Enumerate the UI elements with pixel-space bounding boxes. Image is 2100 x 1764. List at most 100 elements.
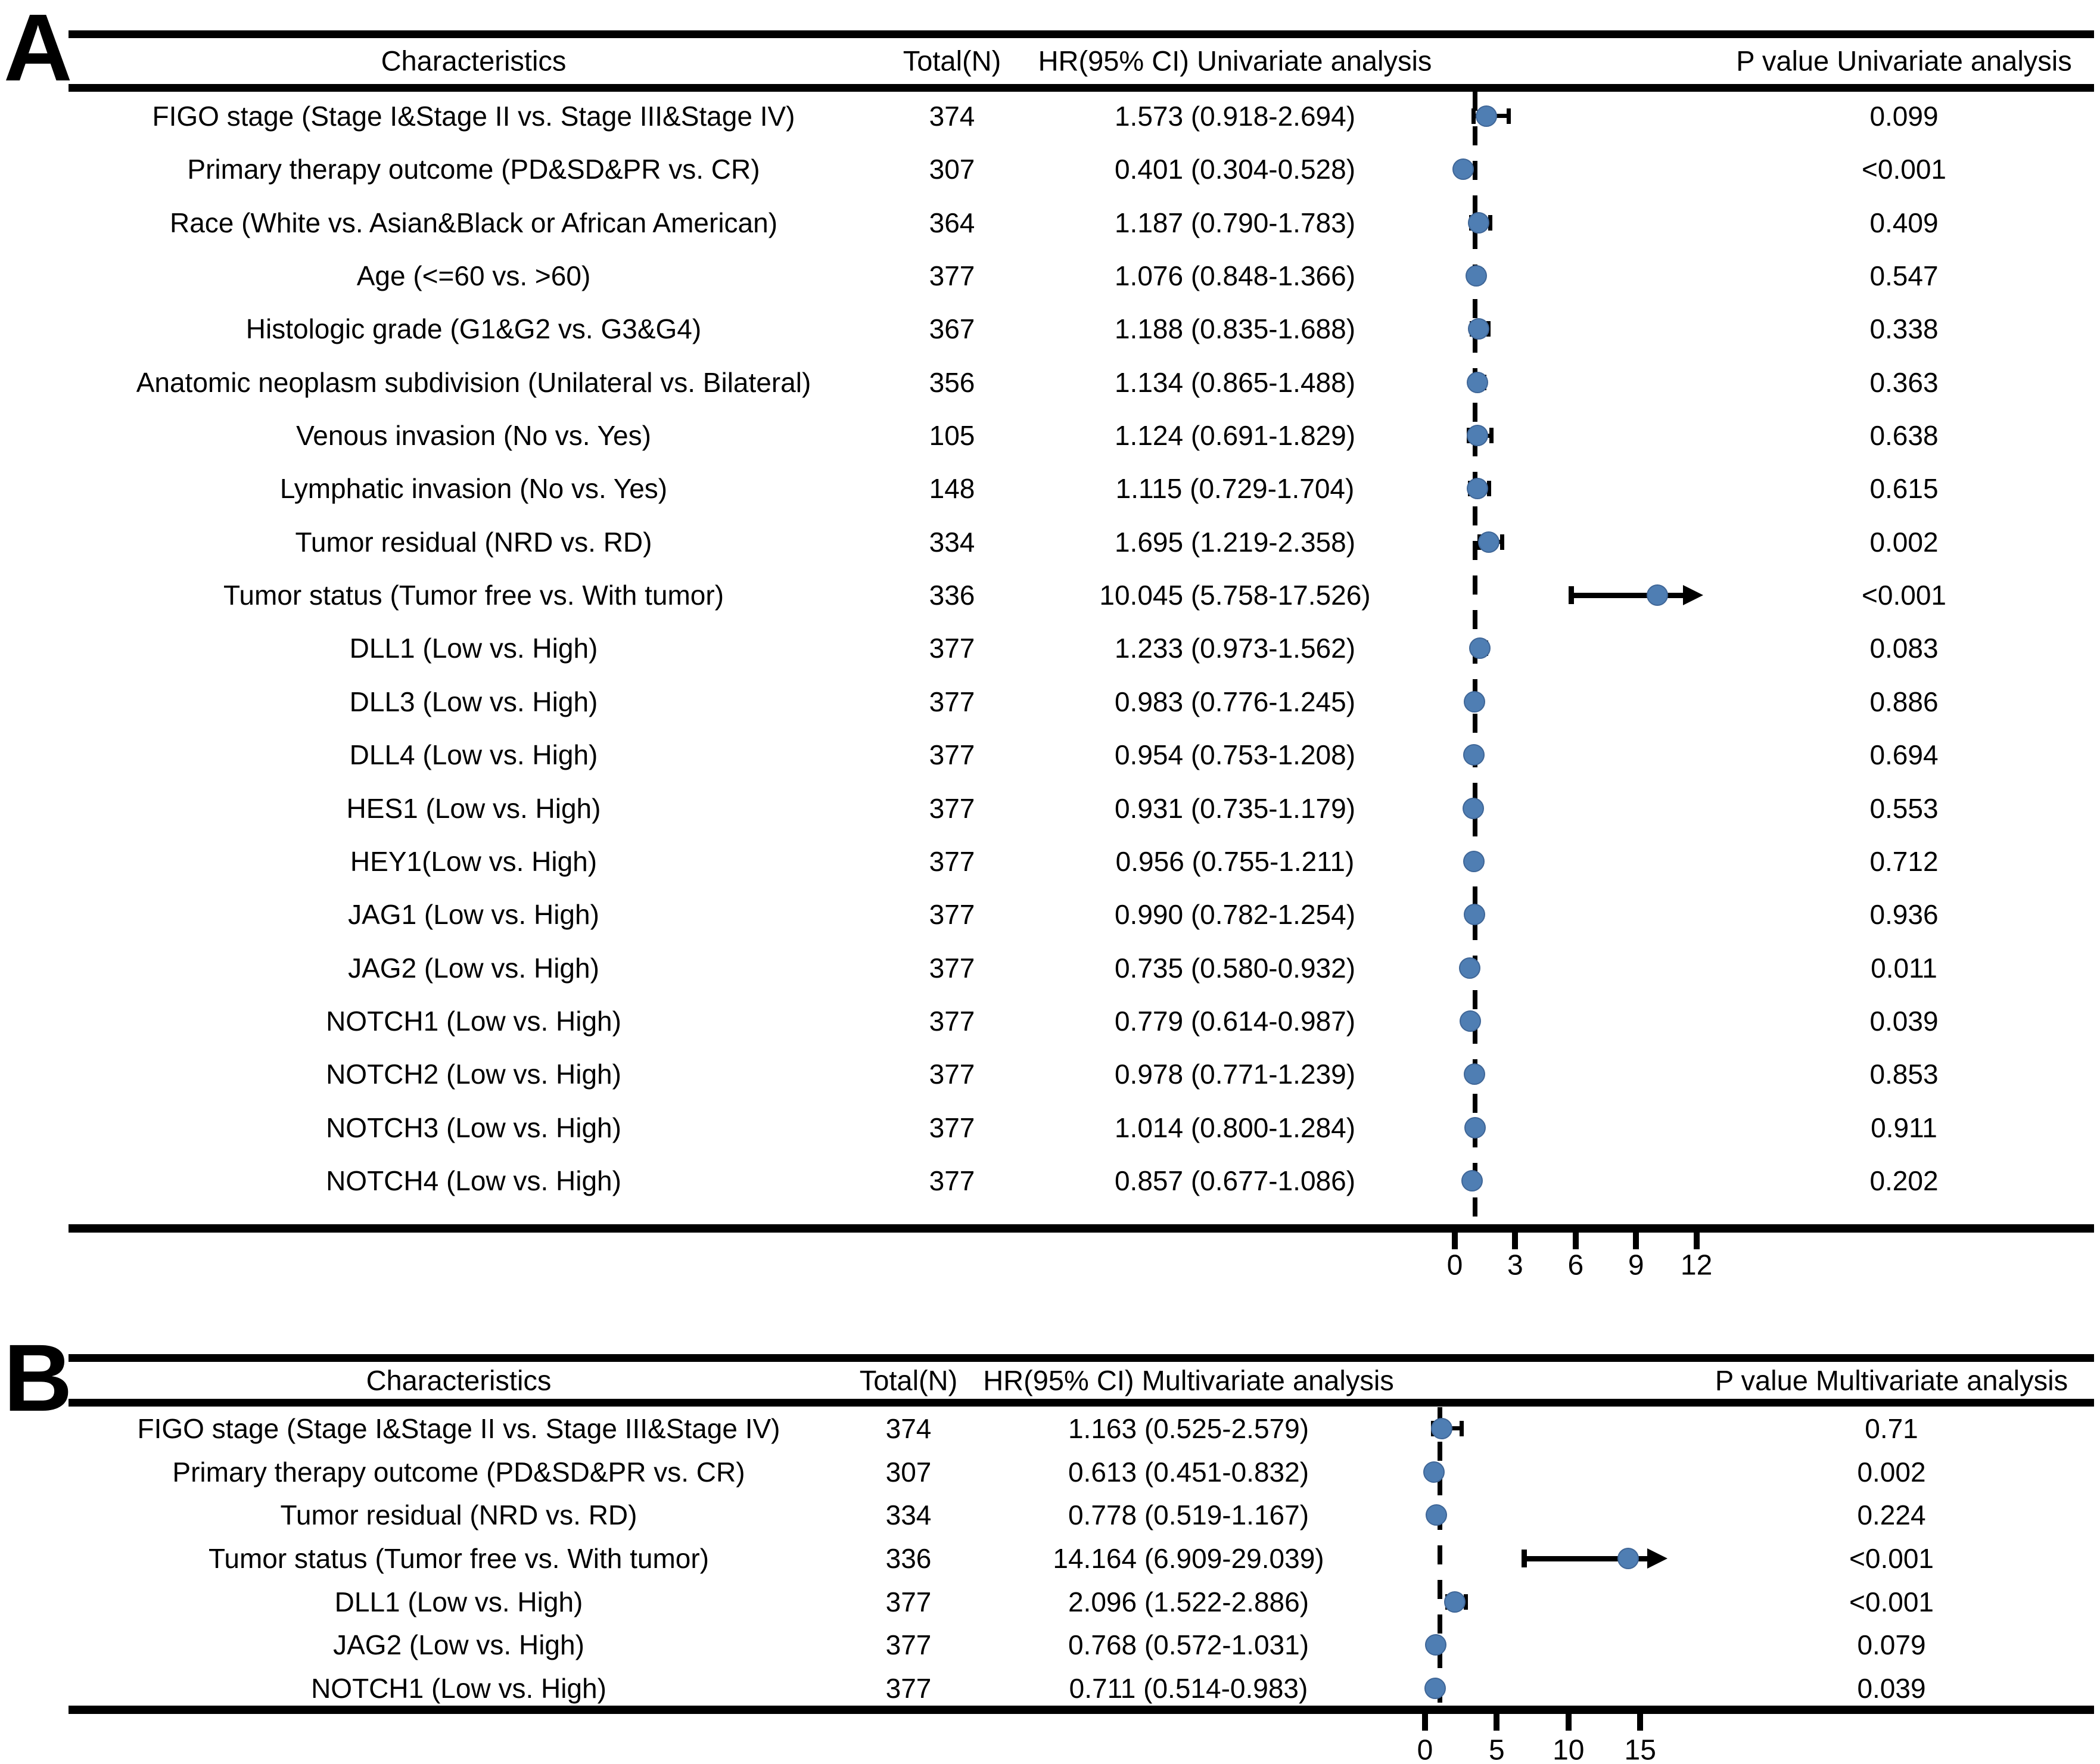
axis-tick: [1512, 1233, 1519, 1249]
p-value: 0.911: [1871, 1112, 1937, 1143]
p-value: <0.001: [1849, 1586, 1934, 1617]
panel-b-reference-line: [1438, 1407, 1442, 1706]
characteristic-label: HES1 (Low vs. High): [346, 792, 601, 824]
table-row: Anatomic neoplasm subdivision (Unilatera…: [0, 356, 2100, 409]
panel-a-label: A: [4, 0, 73, 101]
p-value: 0.039: [1857, 1673, 1926, 1704]
table-row: Primary therapy outcome (PD&SD&PR vs. CR…: [0, 1450, 2100, 1494]
total-n-value: 377: [929, 633, 975, 664]
total-n-value: 377: [929, 845, 975, 877]
table-row: JAG2 (Low vs. High) 377 0.735 (0.580-0.932…: [0, 941, 2100, 994]
table-row: HEY1(Low vs. High) 377 0.956 (0.755-1.211)…: [0, 835, 2100, 888]
hr-ci-value: 1.695 (1.219-2.358): [1114, 526, 1356, 558]
characteristic-label: Primary therapy outcome (PD&SD&PR vs. CR…: [187, 154, 760, 185]
hr-point-marker: [1425, 1504, 1447, 1526]
axis-tick: [1422, 1714, 1428, 1731]
panel-a-col-header-hr: HR(95% CI) Univariate analysis: [1038, 45, 1432, 77]
p-value: 0.547: [1869, 260, 1939, 292]
hr-ci-value: 0.990 (0.782-1.254): [1114, 899, 1356, 931]
hr-ci-value: 2.096 (1.522-2.886): [1068, 1586, 1309, 1617]
hr-point-marker: [1460, 1010, 1482, 1032]
hr-ci-value: 0.978 (0.771-1.239): [1114, 1059, 1356, 1090]
p-value: 0.011: [1871, 952, 1937, 984]
ci-arrowhead-icon: [1683, 585, 1704, 606]
total-n-value: 377: [929, 686, 975, 717]
panel-a-col-header-characteristics: Characteristics: [381, 45, 567, 77]
ci-right-cap: [1499, 534, 1504, 550]
characteristic-label: Tumor residual (NRD vs. RD): [295, 526, 652, 558]
hr-ci-value: 0.956 (0.755-1.211): [1115, 845, 1355, 877]
hr-point-marker: [1431, 1417, 1452, 1439]
hr-ci-value: 0.613 (0.451-0.832): [1068, 1456, 1309, 1488]
table-row: Age (<=60 vs. >60) 377 1.076 (0.848-1.366)…: [0, 249, 2100, 302]
characteristic-label: Age (<=60 vs. >60): [356, 260, 591, 292]
total-n-value: 367: [929, 313, 975, 345]
p-value: 0.694: [1869, 739, 1939, 771]
hr-point-marker: [1444, 1591, 1466, 1613]
characteristic-label: Tumor status (Tumor free vs. With tumor): [223, 580, 724, 611]
panel-b-header-rule: [69, 1399, 2094, 1407]
panel-b-label: B: [4, 1324, 73, 1431]
panel-b-col-header-hr: HR(95% CI) Multivariate analysis: [983, 1364, 1394, 1396]
hr-point-marker: [1463, 850, 1485, 872]
hr-point-marker: [1464, 1063, 1486, 1085]
total-n-value: 334: [885, 1499, 932, 1531]
ci-right-cap: [1489, 428, 1494, 444]
ci-arrow-line: [1524, 1555, 1650, 1561]
characteristic-label: Race (White vs. Asian&Black or African A…: [169, 207, 778, 238]
p-value: 0.853: [1869, 1059, 1939, 1090]
p-value: 0.202: [1869, 1165, 1939, 1196]
p-value: 0.079: [1857, 1629, 1926, 1661]
total-n-value: 336: [885, 1543, 932, 1575]
ci-right-cap: [1507, 108, 1511, 124]
p-value: 0.615: [1869, 473, 1939, 505]
table-row: JAG1 (Low vs. High) 377 0.990 (0.782-1.254…: [0, 888, 2100, 941]
panel-b-col-header-characteristics: Characteristics: [366, 1364, 552, 1396]
hr-point-marker: [1468, 211, 1490, 234]
total-n-value: 377: [885, 1586, 932, 1617]
characteristic-label: DLL1 (Low vs. High): [334, 1586, 583, 1617]
ci-left-cap: [1568, 586, 1574, 605]
hr-ci-value: 1.233 (0.973-1.562): [1114, 633, 1356, 664]
hr-ci-value: 0.711 (0.514-0.983): [1069, 1673, 1308, 1704]
ci-right-cap: [1488, 214, 1493, 231]
table-row: HES1 (Low vs. High) 377 0.931 (0.735-1.179…: [0, 782, 2100, 835]
characteristic-label: FIGO stage (Stage I&Stage II vs. Stage I…: [152, 100, 795, 132]
table-row: DLL1 (Low vs. High) 377 1.233 (0.973-1.562…: [0, 622, 2100, 675]
total-n-value: 364: [929, 207, 975, 238]
total-n-value: 377: [929, 1112, 975, 1143]
p-value: <0.001: [1862, 154, 1946, 185]
axis-tick: [1565, 1714, 1572, 1731]
characteristic-label: NOTCH4 (Low vs. High): [326, 1165, 621, 1196]
total-n-value: 377: [929, 260, 975, 292]
panel-a-col-header-pvalue: P value Univariate analysis: [1736, 45, 2072, 77]
p-value: 0.224: [1857, 1499, 1926, 1531]
table-row: FIGO stage (Stage I&Stage II vs. Stage I…: [0, 89, 2100, 142]
axis-tick: [1693, 1233, 1700, 1249]
table-row: Histologic grade (G1&G2 vs. G3&G4) 367 1.1…: [0, 303, 2100, 356]
p-value: 0.712: [1869, 845, 1939, 877]
table-row: Tumor status (Tumor free vs. With tumor)…: [0, 568, 2100, 621]
characteristic-label: NOTCH3 (Low vs. High): [326, 1112, 621, 1143]
characteristic-label: NOTCH1 (Low vs. High): [326, 1005, 621, 1037]
hr-point-marker: [1467, 371, 1489, 393]
total-n-value: 356: [929, 366, 975, 398]
total-n-value: 377: [929, 739, 975, 771]
table-row: DLL3 (Low vs. High) 377 0.983 (0.776-1.245…: [0, 675, 2100, 728]
hr-ci-value: 1.124 (0.691-1.829): [1114, 420, 1356, 452]
axis-tick-label: 3: [1507, 1249, 1523, 1281]
p-value: 0.409: [1869, 207, 1939, 238]
hr-point-marker: [1458, 957, 1480, 979]
table-row: Primary therapy outcome (PD&SD&PR vs. CR…: [0, 143, 2100, 196]
hr-point-marker: [1424, 1678, 1446, 1700]
total-n-value: 307: [929, 154, 975, 185]
total-n-value: 148: [929, 473, 975, 505]
table-row: Venous invasion (No vs. Yes) 105 1.124 (0.…: [0, 409, 2100, 462]
p-value: 0.638: [1869, 420, 1939, 452]
axis-tick-label: 0: [1446, 1249, 1463, 1281]
p-value: <0.001: [1862, 580, 1946, 611]
axis-tick: [1452, 1233, 1458, 1249]
panel-b-top-rule: [69, 1354, 2094, 1362]
total-n-value: 377: [929, 952, 975, 984]
hr-ci-value: 1.115 (0.729-1.704): [1115, 473, 1355, 505]
